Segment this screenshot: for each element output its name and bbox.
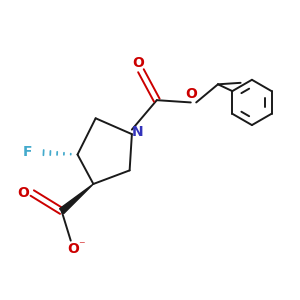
Polygon shape	[60, 184, 93, 214]
Text: O: O	[67, 242, 79, 256]
Text: O: O	[133, 56, 145, 70]
Text: O: O	[185, 87, 197, 101]
Text: O: O	[17, 186, 29, 200]
Text: ⁻: ⁻	[78, 239, 85, 253]
Text: F: F	[23, 145, 32, 159]
Text: N: N	[132, 125, 144, 139]
